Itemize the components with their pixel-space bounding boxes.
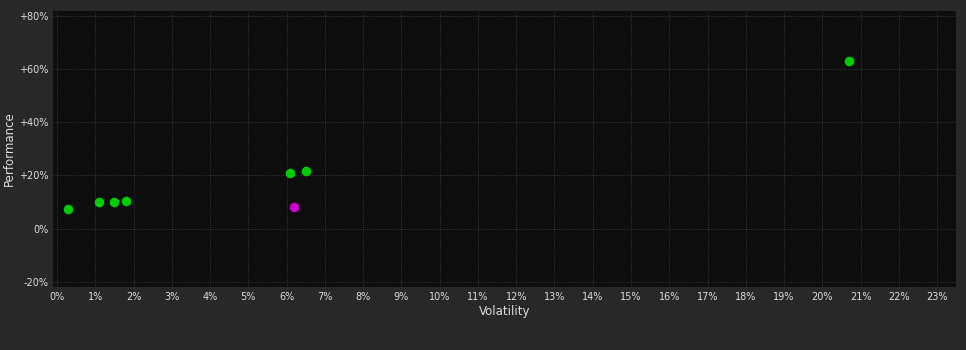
Point xyxy=(287,204,302,210)
Point xyxy=(106,199,122,205)
Point xyxy=(841,58,857,64)
Point xyxy=(118,198,133,203)
Point xyxy=(92,199,107,205)
Y-axis label: Performance: Performance xyxy=(3,111,16,186)
X-axis label: Volatility: Volatility xyxy=(479,304,530,318)
Point xyxy=(298,169,313,174)
Point xyxy=(283,170,298,175)
Point xyxy=(61,206,76,212)
